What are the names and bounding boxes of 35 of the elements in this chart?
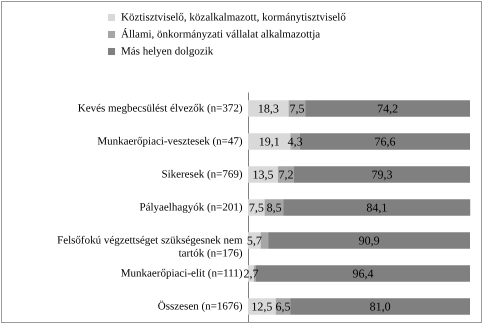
data-label: 7,5 (248, 200, 264, 214)
data-label: 8,5 (266, 200, 282, 214)
y-tick-label: Munkaerőpiaci-vesztesek (n=47) (97, 136, 243, 148)
bar (260, 232, 268, 249)
data-label: 79,3 (371, 168, 392, 182)
y-tick-label: Felsőfokú végzettséget szükségesnek nem tartók (n=176) (57, 234, 243, 260)
data-label: 76,6 (374, 134, 396, 148)
data-label: 13,5 (252, 168, 274, 182)
bar (284, 199, 470, 216)
bar (294, 166, 470, 183)
data-label: 81,0 (370, 300, 391, 314)
data-label: 18,3 (258, 102, 279, 116)
data-label: 7,2 (278, 168, 294, 182)
data-label: 12,5 (251, 300, 272, 314)
y-tick-label: Sikeresek (n=769) (161, 168, 243, 180)
y-tick-label: Pályaelhagyók (n=201) (139, 202, 243, 214)
data-label: 2,7 (243, 266, 258, 280)
data-label: 4,3 (288, 134, 303, 148)
data-label: 19,1 (258, 134, 280, 148)
data-label: 6,5 (275, 300, 290, 314)
bar (305, 100, 470, 117)
data-label: 84,1 (366, 200, 388, 214)
data-label: 96,4 (352, 266, 374, 280)
y-tick-label: Kevés megbecsülést élvezők (n=372) (78, 102, 243, 114)
legend-label: Állami, önkormányzati vállalat alkalmazottja (121, 28, 320, 40)
data-label: 5,7 (246, 234, 262, 248)
data-label: 74,2 (377, 102, 398, 116)
y-tick-label: Összesen (n=1676) (158, 300, 243, 312)
legend-label: Más helyen dolgozik (121, 46, 214, 58)
bar (290, 298, 470, 315)
legend-label: Köztisztviselő, közalkalmazott, kormánytisztviselő (121, 12, 346, 24)
bar (268, 232, 470, 249)
y-tick-label: Munkaerőpiaci-elit (n=111) (120, 268, 243, 280)
data-label: 90,9 (358, 234, 380, 248)
data-label: 7,5 (289, 102, 304, 116)
